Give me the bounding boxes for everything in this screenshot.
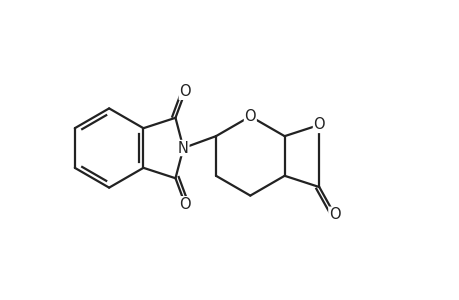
Text: O: O bbox=[244, 109, 256, 124]
Text: O: O bbox=[313, 117, 325, 132]
Text: O: O bbox=[328, 207, 340, 222]
Text: O: O bbox=[179, 84, 190, 99]
Text: O: O bbox=[179, 197, 190, 212]
Text: N: N bbox=[178, 140, 189, 155]
